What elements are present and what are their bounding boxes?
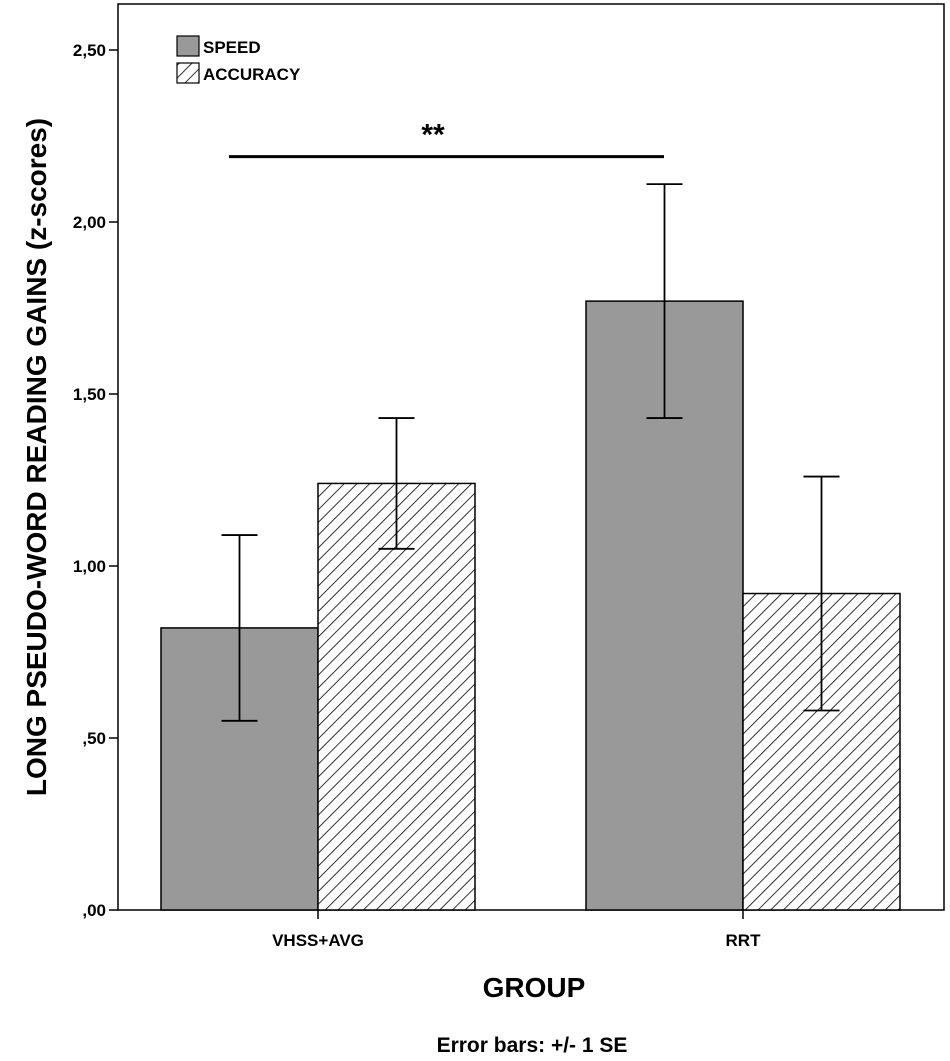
y-tick-label: 2,50 bbox=[73, 41, 106, 60]
plot-frame bbox=[117, 3, 945, 911]
legend-label-accuracy: ACCURACY bbox=[203, 65, 301, 84]
footnote: Error bars: +/- 1 SE bbox=[437, 1034, 628, 1057]
significance-label: ** bbox=[421, 119, 445, 152]
error-bars bbox=[221, 183, 840, 722]
y-tick-label: 1,50 bbox=[73, 385, 106, 404]
legend-swatch-accuracy bbox=[176, 62, 200, 84]
bars bbox=[160, 300, 901, 911]
legend-label-speed: SPEED bbox=[203, 38, 261, 57]
x-axis-title: GROUP bbox=[483, 972, 586, 1003]
y-tick-label: 1,00 bbox=[73, 557, 106, 576]
legend: SPEED ACCURACY bbox=[176, 35, 301, 84]
y-tick-label: ,00 bbox=[82, 901, 106, 920]
legend-swatch-speed bbox=[176, 35, 200, 57]
x-axis: VHSS+AVG RRT bbox=[272, 910, 761, 950]
y-axis-title: LONG PSEUDO-WORD READING GAINS (z-scores… bbox=[21, 118, 52, 796]
y-axis: ,00 ,50 1,00 1,50 2,00 2,50 bbox=[73, 41, 118, 920]
y-tick-label: 2,00 bbox=[73, 213, 106, 232]
x-tick-label: VHSS+AVG bbox=[272, 931, 364, 950]
x-tick-label: RRT bbox=[726, 931, 762, 950]
bar-accuracy-0 bbox=[317, 482, 476, 911]
y-tick-label: ,50 bbox=[82, 729, 106, 748]
